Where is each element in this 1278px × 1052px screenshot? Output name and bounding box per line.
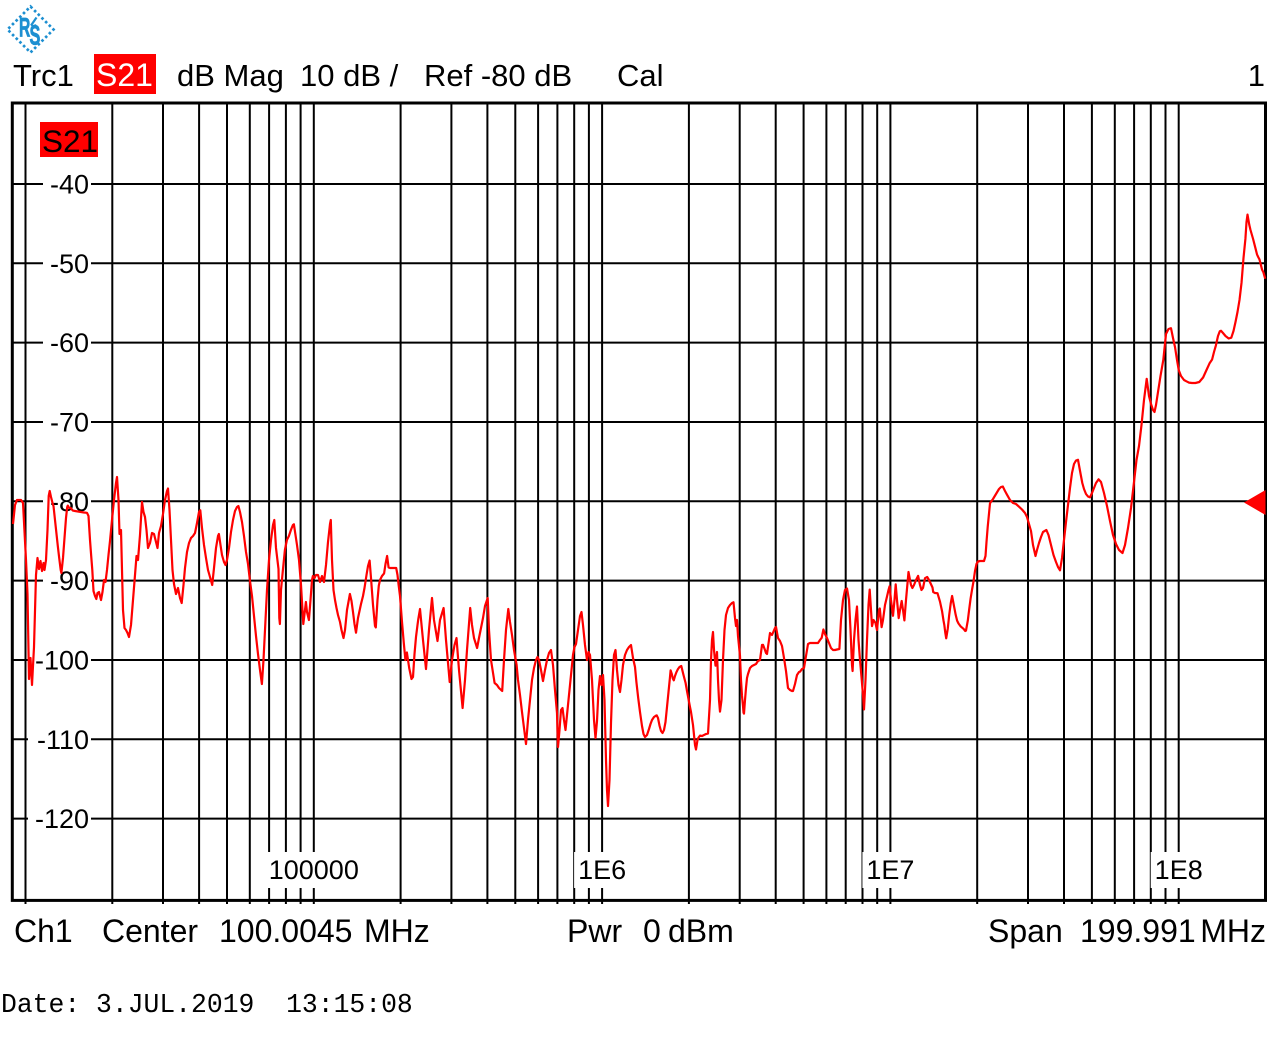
svg-text:1E7: 1E7 (866, 855, 914, 885)
svg-text:0: 0 (643, 913, 661, 949)
svg-text:100000: 100000 (269, 855, 359, 885)
svg-text:-100: -100 (35, 646, 89, 676)
svg-text:Span: Span (988, 913, 1063, 949)
svg-text:S21: S21 (42, 123, 98, 159)
svg-text:Date: 3.JUL.2019 13:15:08: Date: 3.JUL.2019 13:15:08 (1, 990, 413, 1020)
svg-text:dB Mag: dB Mag (177, 58, 284, 93)
svg-text:MHz: MHz (364, 913, 430, 949)
svg-text:100.0045: 100.0045 (219, 913, 352, 949)
svg-text:-90: -90 (50, 566, 89, 596)
svg-text:R: R (19, 12, 30, 43)
svg-text:1: 1 (1248, 58, 1265, 93)
svg-text:Cal: Cal (617, 58, 664, 93)
svg-text:Ch1: Ch1 (14, 913, 73, 949)
svg-text:Trc1: Trc1 (13, 58, 74, 93)
svg-text:10 dB /: 10 dB / (300, 58, 399, 93)
svg-text:S: S (30, 19, 41, 51)
svg-text:1E8: 1E8 (1155, 855, 1203, 885)
svg-text:-40: -40 (50, 170, 89, 200)
svg-text:Ref -80 dB: Ref -80 dB (424, 58, 572, 93)
svg-text:Pwr: Pwr (567, 913, 622, 949)
svg-text:S21: S21 (96, 57, 153, 93)
svg-text:1E6: 1E6 (578, 855, 626, 885)
svg-text:-110: -110 (37, 725, 89, 755)
svg-text:MHz: MHz (1200, 913, 1266, 949)
svg-text:-120: -120 (35, 804, 89, 834)
svg-text:-50: -50 (50, 249, 89, 279)
svg-text:-70: -70 (50, 408, 89, 438)
svg-text:Center: Center (102, 913, 198, 949)
svg-text:-60: -60 (50, 328, 89, 358)
svg-text:199.991: 199.991 (1080, 913, 1196, 949)
svg-text:dBm: dBm (668, 913, 734, 949)
